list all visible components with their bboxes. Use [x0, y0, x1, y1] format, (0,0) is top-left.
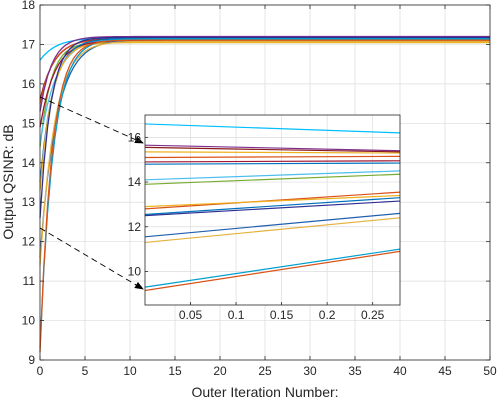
inset-x-tick-label: 0.2: [319, 308, 336, 322]
main-y-tick-label: 11: [23, 274, 36, 288]
main-x-tick-label: 25: [258, 364, 272, 378]
main-y-tick-label: 12: [22, 235, 36, 249]
inset-series-line: [144, 170, 401, 181]
inset-y-tick-label: 10: [128, 264, 142, 278]
main-y-tick-label: 16: [22, 77, 36, 91]
main-x-tick-label: 35: [348, 364, 362, 378]
main-x-tick-label: 45: [438, 364, 452, 378]
inset-series-line: [144, 197, 401, 216]
main-x-tick-label: 40: [393, 364, 407, 378]
main-x-tick-label: 30: [303, 364, 317, 378]
main-series-line: [39, 35, 490, 112]
main-series-line: [39, 36, 490, 219]
inset-series-group: [144, 123, 401, 292]
main-y-tick-label: 13: [22, 195, 36, 209]
inset-series-line: [144, 144, 401, 152]
zoom-arrow-lower: [39, 227, 144, 290]
main-series-group: [39, 35, 490, 353]
main-x-tick-label: 10: [123, 364, 137, 378]
inset-ticks: 0.05 0.1 0.15 0.2 0.25 10 12 14 16: [128, 130, 385, 322]
inset-series-line: [144, 194, 401, 208]
inset-series-line: [144, 248, 401, 288]
inset-y-tick-label: 16: [128, 130, 142, 144]
main-y-tick-label: 9: [28, 353, 35, 367]
main-y-tick-label: 18: [22, 0, 36, 12]
inset-x-tick-label: 0.1: [228, 308, 245, 322]
main-y-tick-label: 15: [22, 116, 36, 130]
main-y-tick-label: 17: [22, 37, 36, 51]
inset-x-tick-label: 0.05: [179, 308, 203, 322]
main-y-tick-label: 10: [22, 314, 36, 328]
main-x-tick-label: 20: [213, 364, 227, 378]
inset-series-line: [144, 160, 401, 163]
main-x-tick-label: 5: [82, 364, 89, 378]
main-x-tick-label: 0: [37, 364, 44, 378]
zoom-arrows: [39, 96, 144, 290]
main-series-line: [39, 39, 490, 353]
main-x-tick-label: 15: [168, 364, 182, 378]
inset-series-line: [144, 173, 401, 185]
main-x-tick-label: 50: [483, 364, 497, 378]
zoom-arrow-upper: [39, 96, 144, 144]
inset-series-line: [144, 200, 401, 217]
main-series-line: [39, 38, 490, 349]
inset-series-line: [144, 212, 401, 238]
inset-series-line: [144, 155, 401, 159]
x-axis-label: Outer Iteration Number:: [191, 384, 338, 400]
inset-x-tick-label: 0.25: [361, 308, 385, 322]
inset-series-line: [144, 151, 401, 154]
inset-series-line: [144, 250, 401, 292]
inset-series-line: [144, 146, 401, 153]
main-series-line: [39, 40, 490, 266]
inset-chart: 0.05 0.1 0.15 0.2 0.25 10 12 14 16: [128, 114, 401, 322]
y-axis-label: Output QSINR: dB: [0, 124, 16, 239]
main-ticks: 0 5 10 15 20 25 30 35 40 45 50 9 10 11 12 13 14 15 16 17 18: [22, 0, 497, 378]
inset-background: [145, 115, 400, 305]
inset-y-tick-label: 14: [128, 175, 142, 189]
main-y-tick-label: 14: [22, 156, 36, 170]
inset-plot-frame: [144, 114, 401, 306]
inset-series-line: [144, 162, 401, 165]
inset-series-line: [144, 123, 401, 134]
inset-series-line: [144, 217, 401, 244]
inset-x-tick-label: 0.15: [270, 308, 294, 322]
inset-y-tick-label: 12: [128, 220, 142, 234]
